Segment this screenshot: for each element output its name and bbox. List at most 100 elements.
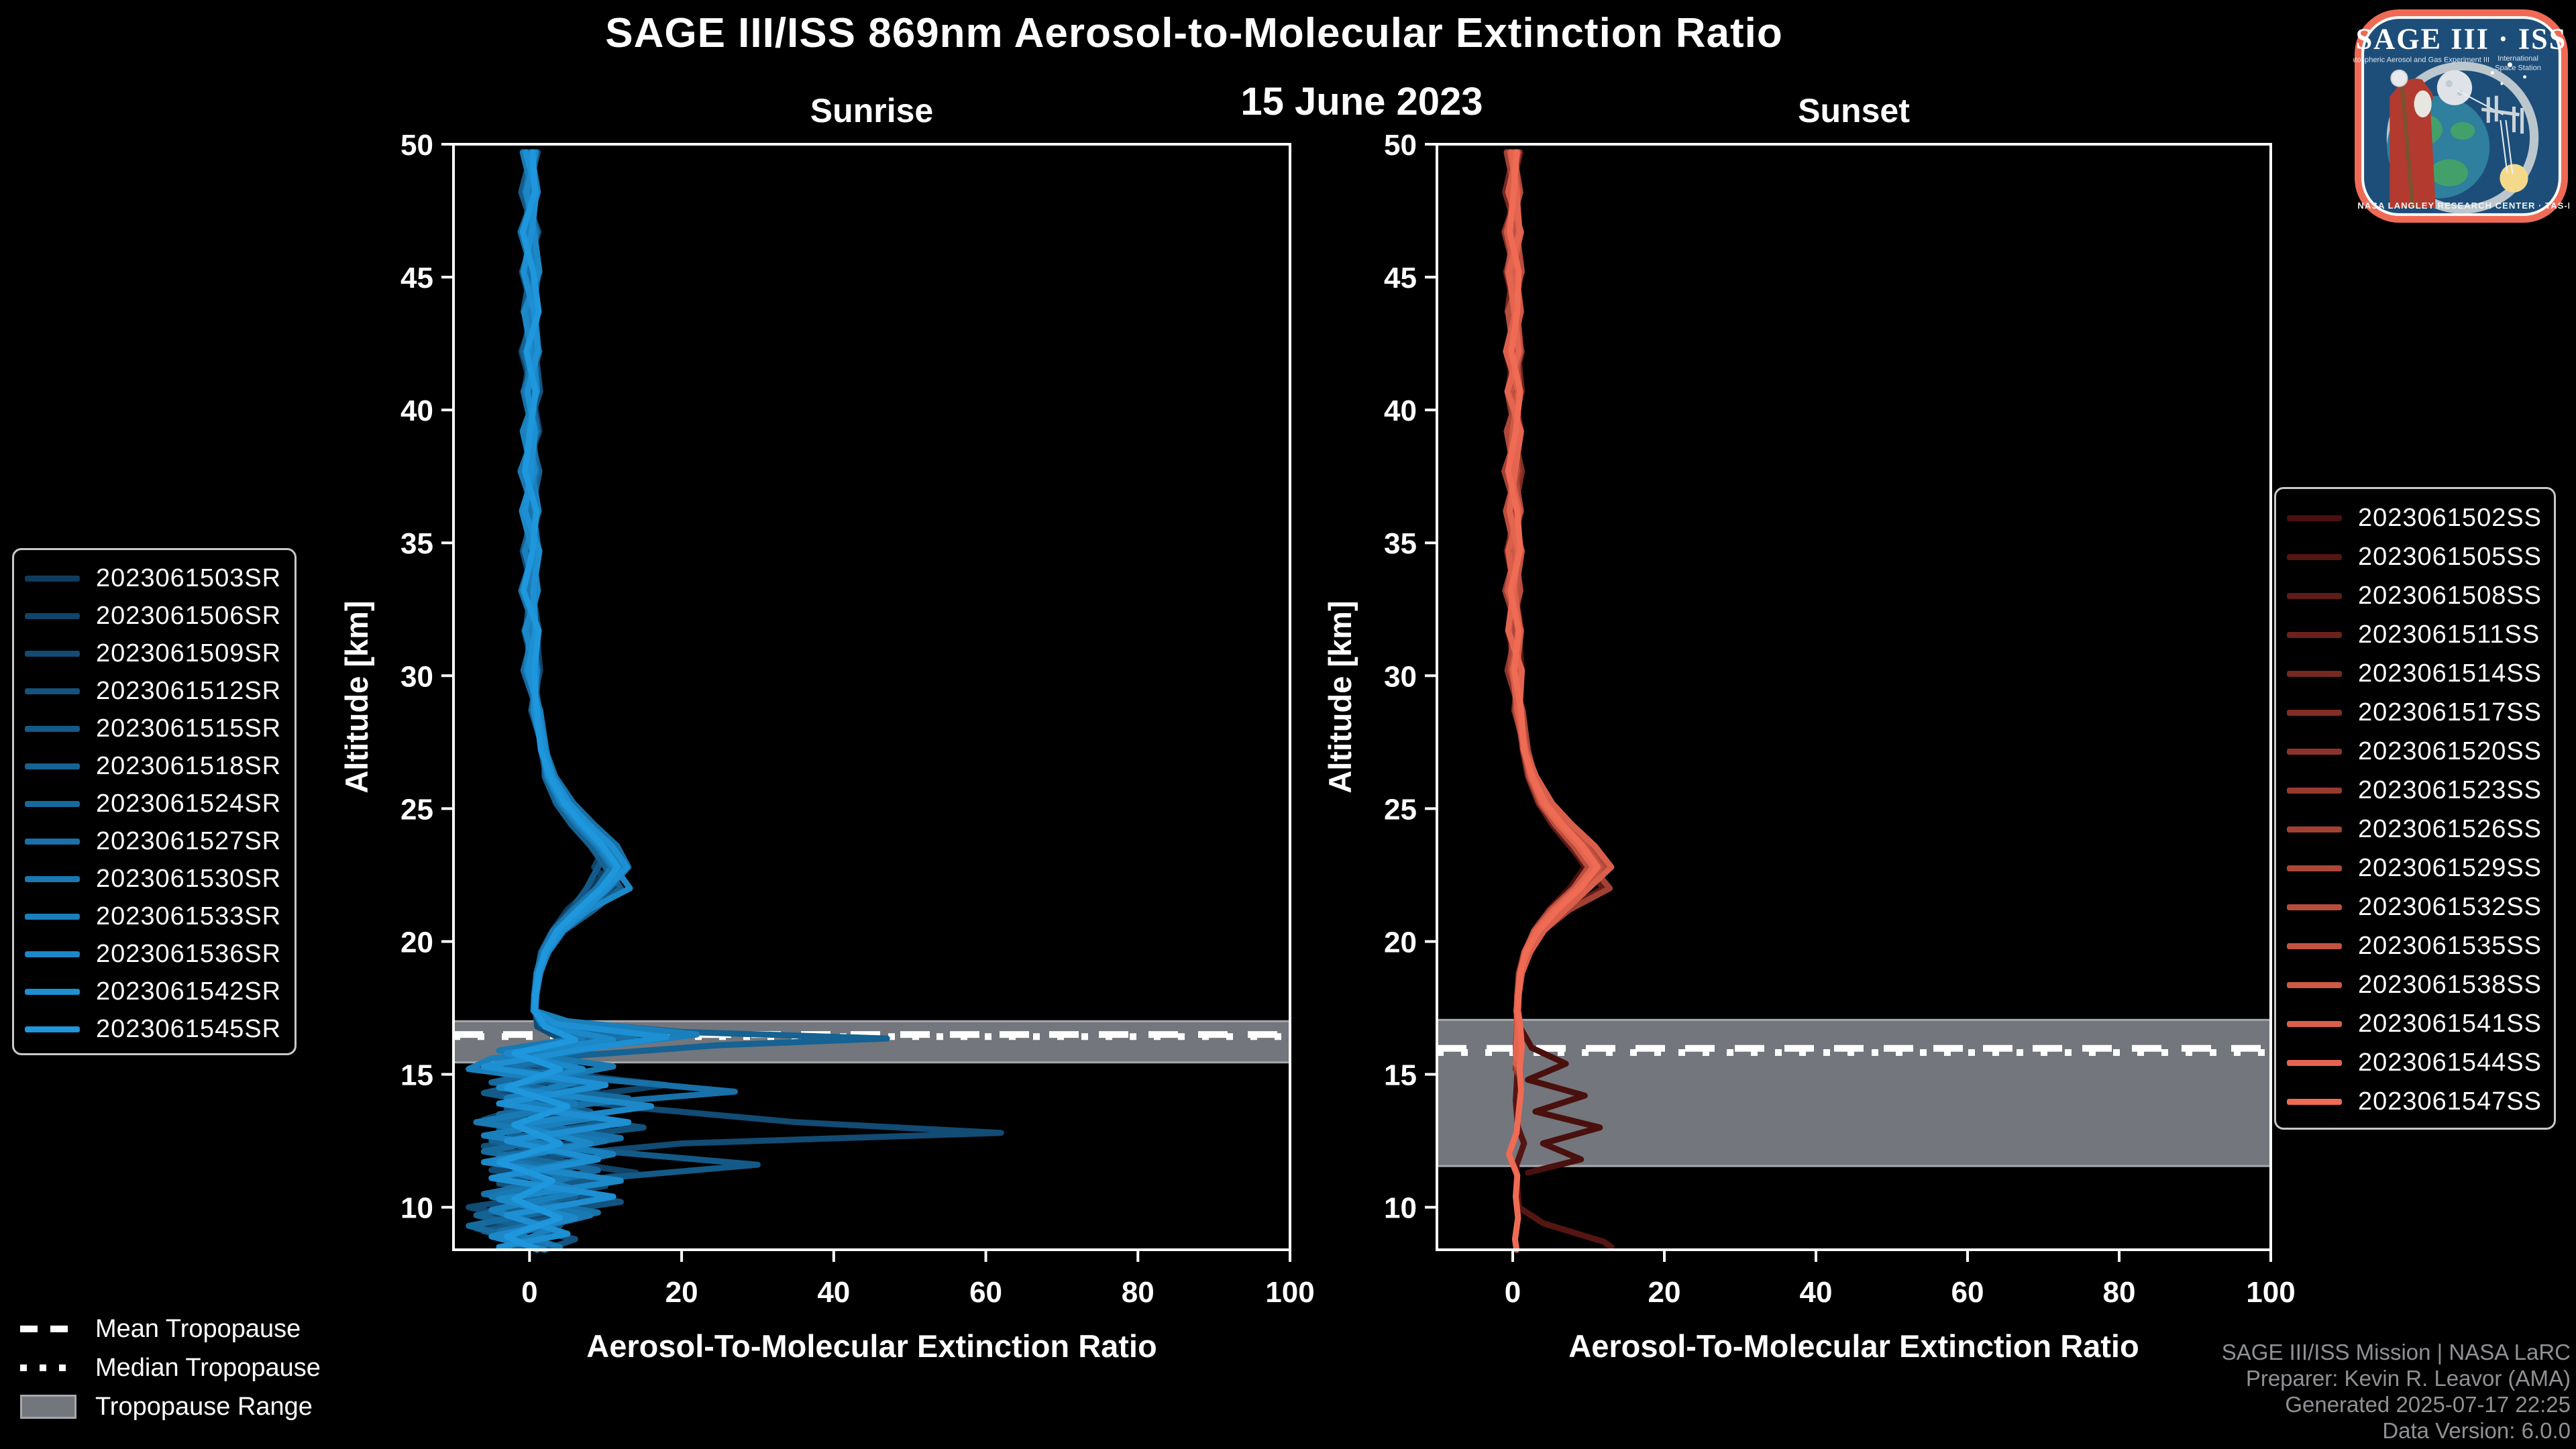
x-tick-label: 0 <box>521 1276 537 1309</box>
legend-label: 2023061502SS <box>2358 503 2542 532</box>
range-patch-icon <box>20 1395 76 1419</box>
y-tick-label: 15 <box>1384 1059 1417 1092</box>
legend-item: 2023061544SS <box>2287 1043 2547 1082</box>
legend-item: 2023061529SS <box>2287 849 2547 888</box>
x-tick-label: 40 <box>817 1276 850 1309</box>
y-tick-label: 45 <box>400 262 433 294</box>
legend-item: 2023061530SR <box>25 860 288 898</box>
axes-spine <box>452 143 1291 1251</box>
legend-item: 2023061545SR <box>25 1010 288 1048</box>
y-tick-label: 20 <box>400 926 433 959</box>
y-tick-label: 50 <box>400 129 433 162</box>
x-tick-label: 20 <box>665 1276 698 1309</box>
y-axis-label: Altitude [km] <box>339 600 374 793</box>
legend-label: 2023061533SR <box>96 902 282 930</box>
legend-label: 2023061517SS <box>2358 698 2542 727</box>
y-tick-label: 10 <box>1384 1192 1417 1225</box>
legend-swatch <box>2287 748 2342 755</box>
y-tick-label: 25 <box>400 793 433 826</box>
legend-swatch <box>2287 826 2342 833</box>
legend-item: 2023061515SR <box>25 710 288 747</box>
tropopause-range-band <box>1436 1018 2272 1167</box>
legend-label: 2023061506SR <box>96 601 282 630</box>
legend-item: 2023061541SS <box>2287 1004 2547 1043</box>
y-tick-label: 40 <box>400 394 433 427</box>
legend-swatch <box>2287 553 2342 560</box>
tropopause-legend: Mean Tropopause Median Tropopause Tropop… <box>20 1309 321 1426</box>
legend-label: 2023061518SR <box>96 751 282 780</box>
legend-label: 2023061536SR <box>96 939 282 968</box>
date-subtitle: 15 June 2023 <box>1240 80 1483 123</box>
legend-swatch <box>2287 670 2342 677</box>
legend-label: 2023061538SS <box>2358 970 2542 999</box>
legend-item: 2023061532SS <box>2287 888 2547 926</box>
legend-label: 2023061511SS <box>2358 620 2540 649</box>
page-title: SAGE III/ISS 869nm Aerosol-to-Molecular … <box>605 10 1783 56</box>
legend-swatch <box>2287 631 2342 638</box>
footer-mission-line: SAGE III/ISS Mission | NASA LaRC <box>2221 1340 2571 1364</box>
legend-item: 2023061523SS <box>2287 771 2547 810</box>
x-tick-label: 0 <box>1505 1276 1521 1309</box>
legend-item: 2023061509SR <box>25 635 288 672</box>
legend-label: 2023061505SS <box>2358 542 2542 571</box>
legend-label: 2023061520SS <box>2358 737 2542 765</box>
legend-item: 2023061533SR <box>25 898 288 935</box>
legend-swatch <box>25 575 80 582</box>
profile-2023061547SS <box>1505 149 1601 1253</box>
mean-tropopause-legend-item: Mean Tropopause <box>20 1309 321 1348</box>
legend-swatch <box>2287 592 2342 599</box>
logo-subtitle-right1: International <box>2498 54 2538 62</box>
legend-label: 2023061526SS <box>2358 814 2542 843</box>
legend-item: 2023061538SS <box>2287 965 2547 1004</box>
dotted-line-icon <box>20 1364 76 1371</box>
legend-label: 2023061524SR <box>96 789 282 818</box>
sun-icon <box>2500 164 2528 193</box>
legend-item: 2023061508SS <box>2287 576 2547 615</box>
footer-generated-line: Generated 2025-07-17 22:25 <box>2285 1392 2571 1417</box>
legend-label: 2023061547SS <box>2358 1087 2542 1116</box>
legend-swatch <box>25 875 80 882</box>
x-axis-label: Aerosol-To-Molecular Extinction Ratio <box>1568 1328 2139 1364</box>
legend-label: 2023061532SS <box>2358 892 2542 921</box>
legend-label: 2023061503SR <box>96 564 282 592</box>
y-tick-label: 45 <box>1384 262 1417 294</box>
y-tick-label: 10 <box>400 1192 433 1225</box>
logo-ring-text: BALL · NASA LANGLEY RESEARCH CENTER · TA… <box>2353 201 2569 211</box>
legend-swatch <box>2287 1098 2342 1105</box>
moon-icon <box>2436 70 2473 105</box>
y-tick-label: 40 <box>1384 394 1417 427</box>
logo-title: SAGE III · ISS <box>2356 22 2567 55</box>
attribution-footer: SAGE III/ISS Mission | NASA LaRC Prepare… <box>2222 1339 2571 1444</box>
legend-item: 2023061514SS <box>2287 654 2547 693</box>
y-tick-label: 25 <box>1384 793 1417 826</box>
legend-label: 2023061508SS <box>2358 581 2542 610</box>
legend-label: 2023061535SS <box>2358 931 2542 960</box>
panel-sunset: 0 20 40 60 80 100 50 45 40 35 30 25 20 15 10 Aerosol-To… <box>1322 129 2296 1364</box>
x-tick-label: 60 <box>1951 1276 1984 1309</box>
legend-item: 2023061526SS <box>2287 810 2547 849</box>
moon-crater <box>2445 80 2453 87</box>
legend-label: 2023061527SR <box>96 826 282 855</box>
legend-swatch <box>2287 943 2342 949</box>
y-axis-label: Altitude [km] <box>1322 600 1358 793</box>
legend-label: 2023061541SS <box>2358 1009 2542 1038</box>
legend-item: 2023061520SS <box>2287 732 2547 771</box>
legend-swatch <box>2287 981 2342 988</box>
iss-icon <box>2481 95 2524 134</box>
legend-label: 2023061515SR <box>96 714 282 743</box>
legend-sunset: 2023061502SS 2023061505SS 2023061508SS 2023… <box>2274 487 2556 1130</box>
x-tick-label: 100 <box>1265 1276 1314 1309</box>
legend-swatch <box>25 800 80 807</box>
legend-label: 2023061529SS <box>2358 853 2542 882</box>
legend-item: 2023061505SS <box>2287 537 2547 576</box>
legend-sunset-items: 2023061502SS 2023061505SS 2023061508SS 2023… <box>2287 498 2547 1121</box>
logo-subtitle-right2: Space Station <box>2495 64 2541 72</box>
legend-label: 2023061542SR <box>96 977 282 1006</box>
tropopause-range-legend-item: Tropopause Range <box>20 1387 321 1426</box>
legend-swatch <box>2287 709 2342 716</box>
y-tick-label: 15 <box>400 1059 433 1092</box>
y-tick-label: 20 <box>1384 926 1417 959</box>
y-tick-label: 35 <box>400 527 433 560</box>
x-tick-label: 80 <box>2103 1276 2136 1309</box>
